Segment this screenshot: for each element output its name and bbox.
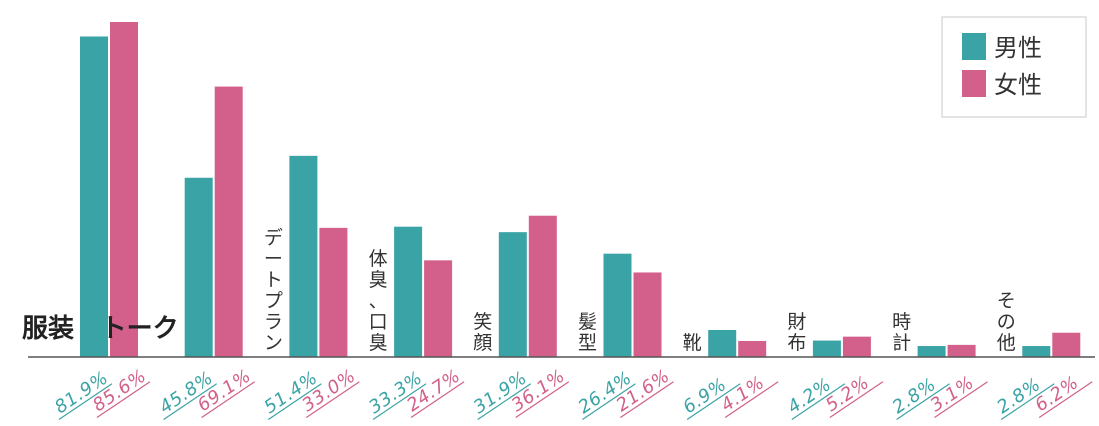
category-char: 時 [892,311,911,333]
value-underline-female-7 [829,381,884,419]
bar-female-8 [947,344,976,357]
value-underline-male-4 [477,383,532,421]
bar-male-8 [917,346,946,357]
bar-male-5 [603,253,632,357]
category-char: 布 [787,332,806,354]
bar-female-0 [110,22,138,357]
category-label-2: デートプラン [264,227,283,354]
bars-layer [80,22,1081,358]
bar-male-6 [708,329,737,357]
bar-male-3 [394,226,423,357]
value-underline-male-6 [686,383,741,421]
bar-male-9 [1022,346,1051,357]
category-char: ラ [264,311,283,333]
legend-frame [941,16,1087,118]
category-char: 笑 [473,311,492,333]
value-underline-male-5 [582,383,636,421]
category-char: 靴 [683,332,702,354]
value-underline-female-8 [934,381,988,419]
bar-male-7 [812,340,841,357]
category-char: 型 [578,332,597,354]
bar-female-6 [738,340,767,357]
value-underline-male-7 [791,383,846,421]
bar-female-3 [424,260,453,357]
legend: 男性 女性 [941,16,1087,118]
legend-swatch-female [962,70,986,97]
category-char: 顔 [473,332,492,354]
category-char: 体 [369,248,388,270]
category-label-9: その他 [997,290,1016,354]
category-char: 臭 [369,332,388,354]
category-char: そ [997,290,1016,312]
category-label-5: 髪型 [578,311,597,354]
value-underline-female-2 [305,381,360,419]
value-underline-male-9 [1000,383,1055,421]
category-char: 臭 [369,269,388,291]
bar-male-0 [80,36,108,358]
category-char: 計 [892,332,911,354]
category-char: デ [264,227,283,249]
category-char: 他 [997,332,1016,354]
value-underline-female-9 [1038,381,1093,419]
value-underline-female-5 [620,381,674,419]
category-char: の [997,311,1016,333]
value-labels: 81.9%85.6% 45.8%69.1% 51.4%33.0% 33.3%24.7%… [51,365,1093,421]
category-label-8: 時計 [892,311,911,354]
legend-label-male: 男性 [994,34,1042,62]
category-char: ト [264,269,283,291]
value-underline-female-3 [410,381,465,419]
bar-female-9 [1052,332,1081,357]
value-underline-female-6 [724,381,779,419]
value-underline-female-0 [96,381,151,419]
value-underline-male-8 [896,383,950,421]
value-underline-male-0 [58,383,113,421]
category-label-4: 笑顔 [473,311,492,354]
bar-male-2 [289,155,318,357]
bar-female-7 [842,336,871,357]
category-char: 口 [369,311,388,333]
category-char: ン [264,332,283,354]
bar-female-2 [319,227,348,357]
legend-label-female: 女性 [994,71,1042,99]
value-underline-male-3 [372,383,427,421]
category-label-1: トーク [101,314,179,344]
category-label-7: 財布 [787,311,806,354]
bar-female-4 [528,215,557,357]
category-char: 、 [369,290,388,312]
bar-female-1 [214,86,243,357]
value-underline-male-1 [163,383,218,421]
bar-female-5 [633,272,662,357]
category-label-0: 服装 [22,314,74,344]
category-char: 髪 [578,311,597,333]
bar-male-4 [498,232,527,357]
category-label-6: 靴 [683,332,702,354]
value-underline-male-2 [267,383,322,421]
legend-swatch-male [962,33,986,60]
category-char: 財 [787,311,806,333]
value-underline-female-1 [201,381,256,419]
value-underline-female-4 [515,381,570,419]
category-char: プ [264,290,283,312]
bar-male-1 [184,177,213,357]
category-label-3: 体臭、口臭 [369,248,388,354]
category-char: ー [264,248,283,270]
